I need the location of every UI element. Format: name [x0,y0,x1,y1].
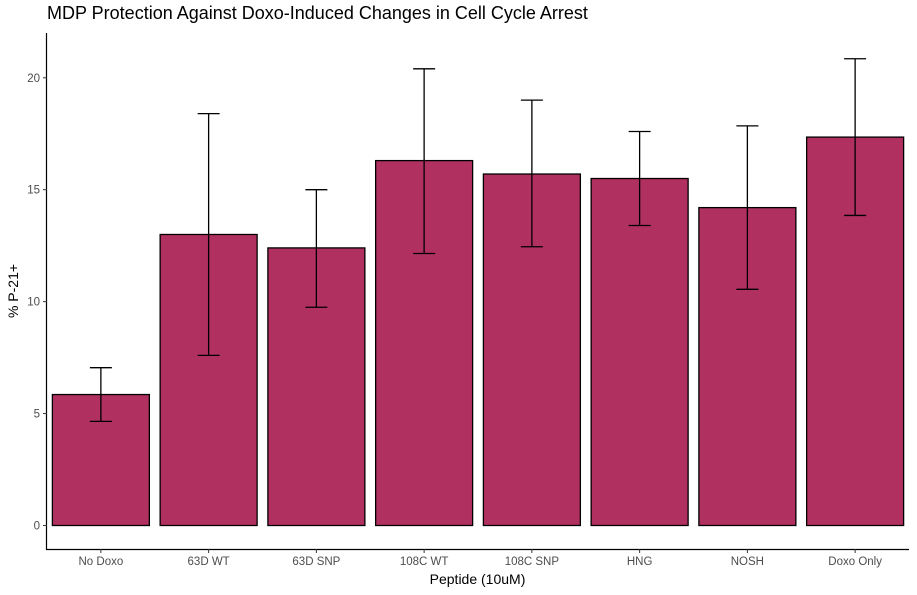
y-tick-label: 15 [27,185,40,197]
y-axis-title: % P-21+ [5,264,21,318]
y-ticks: 0 5 10 15 20 [27,73,47,532]
x-tick-label: HNG [627,556,653,568]
x-ticks: No Doxo 63D WT 63D SNP 108C WT 108C SNP HNG NO… [79,549,882,568]
bar [51,393,151,527]
x-tick-label: NOSH [731,556,764,568]
y-tick-label: 0 [34,520,40,532]
y-tick-label: 20 [27,73,40,85]
x-tick-label: 63D WT [188,556,230,568]
x-tick-label: No Doxo [79,556,124,568]
bar [590,177,689,527]
x-tick-label: 108C SNP [505,556,560,568]
error-bars-layer [89,58,867,423]
y-tick-label: 10 [27,297,40,309]
bars-layer [51,136,905,527]
x-tick-label: 63D SNP [292,556,340,568]
x-tick-label: 108C WT [400,556,449,568]
y-tick-label: 5 [34,409,40,421]
x-tick-label: Doxo Only [828,556,882,568]
x-axis-title: Peptide (10uM) [430,571,526,587]
chart-title: MDP Protection Against Doxo-Induced Chan… [47,3,588,23]
